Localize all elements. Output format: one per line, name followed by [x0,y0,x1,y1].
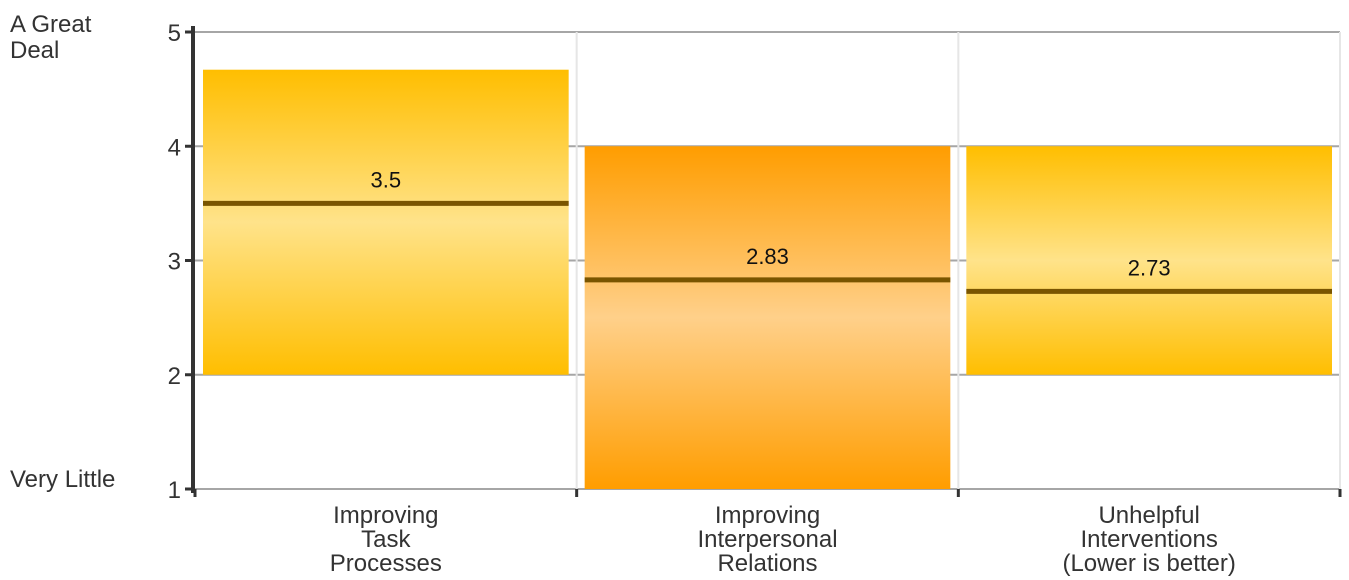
range-bar-2 [584,146,951,489]
x-category-label-line: Improving [333,502,438,529]
x-category-label-line: Interpersonal [697,526,837,553]
x-category-label-line: Unhelpful [1098,502,1199,529]
value-label-2: 2.83 [746,244,789,269]
value-label-1: 3.5 [371,167,402,192]
x-category-label-line: Processes [330,550,442,577]
y-tick-label-2: 2 [168,363,181,390]
x-category-label-3: Unhelpful Interventions (Lower is better) [1062,502,1235,577]
x-category-label-line: Improving [715,502,820,529]
range-bar-1 [203,69,569,375]
y-tick-label-4: 4 [168,134,181,161]
y-axis-top-label: A Great Deal [10,11,92,64]
x-category-label-2: Improving Interpersonal Relations [697,502,837,577]
y-tick-label-5: 5 [168,20,181,47]
x-category-label-line: Relations [717,550,817,577]
value-label-3: 2.73 [1128,255,1171,280]
y-tick-label-1: 1 [168,477,181,504]
y-axis-bottom-label: Very Little [10,466,116,493]
x-category-label-1: Improving Task Processes [330,502,442,577]
y-tick-label-3: 3 [168,249,181,276]
range-bar-3 [966,146,1332,375]
x-category-label-line: (Lower is better) [1062,550,1235,577]
x-category-label-line: Task [361,526,411,553]
x-category-label-line: Interventions [1080,526,1217,553]
